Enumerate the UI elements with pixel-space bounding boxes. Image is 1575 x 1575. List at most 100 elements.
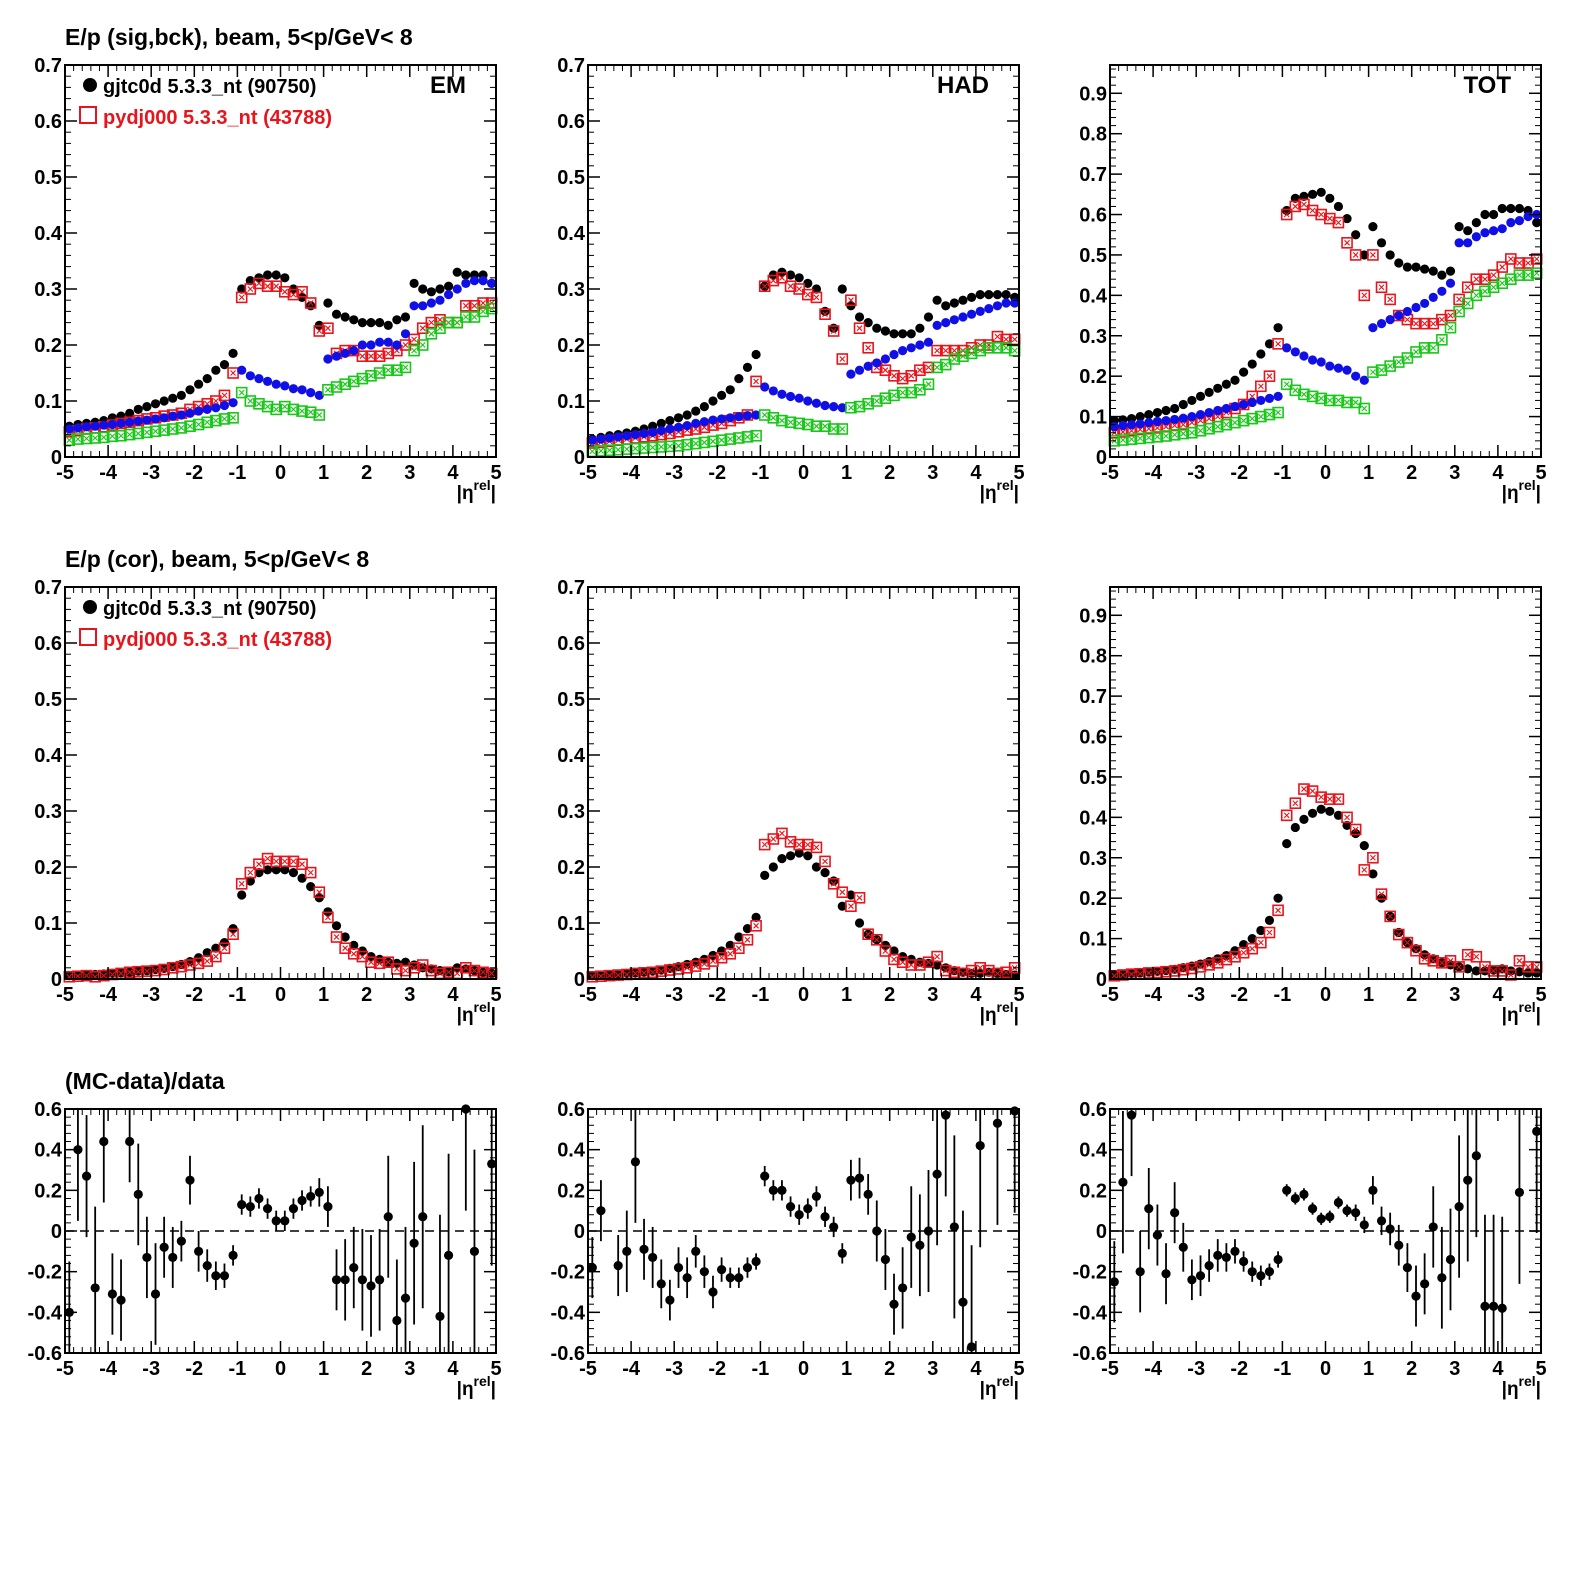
green-point [1315, 392, 1327, 405]
x-tick-label: 4 [1492, 462, 1504, 484]
mc-point [1453, 293, 1465, 306]
green-point [287, 403, 300, 416]
mc-point-cross [100, 972, 107, 979]
x-tick-label: -3 [1187, 984, 1205, 1006]
mc-point-cross [942, 967, 949, 974]
ratio-point [99, 1136, 109, 1147]
x-tick-label: -5 [579, 1358, 597, 1380]
y-tick-label: 0.1 [1079, 407, 1107, 429]
mc-point-cross [144, 429, 150, 436]
blue-point [237, 365, 247, 375]
blue-point [1463, 238, 1473, 248]
data-point [1488, 209, 1499, 220]
series-errorbar [64, 1104, 497, 1353]
y-tick-label: 0.1 [557, 391, 585, 413]
mc-point-cross [994, 344, 1001, 351]
panel-tot-ratio: -5 -4 -3 -2 -1 0 1 2 3 4 5|ηrel| -0.6 -0.4 -0.2 0 0.2 0.… [1073, 1099, 1547, 1400]
data-point [708, 396, 718, 406]
mc-point-cross [359, 353, 366, 360]
blue-point [1488, 226, 1499, 236]
data-point [717, 390, 727, 400]
green-point [1220, 418, 1233, 431]
mc-point-cross [299, 288, 305, 295]
mc-point [939, 344, 952, 357]
mc-point-cross [1197, 963, 1204, 970]
x-tick-label: 5 [490, 462, 501, 484]
ratio-point [107, 1289, 118, 1299]
x-tick-label: 2 [884, 462, 895, 484]
data-point [820, 868, 830, 878]
x-tick-label: 3 [404, 984, 415, 1006]
x-tick-label: 0 [275, 1358, 286, 1380]
mc-point-cross [1163, 433, 1169, 439]
data-point [751, 349, 761, 360]
blue-point [107, 419, 118, 430]
data-point [665, 963, 675, 973]
mc-point-cross [623, 446, 630, 453]
data-point [1368, 222, 1378, 232]
mc-point [1392, 928, 1405, 941]
green-point [888, 389, 900, 402]
mc-point-cross [1421, 344, 1428, 351]
mc-point-cross [615, 972, 622, 978]
green-point [1298, 388, 1310, 401]
mc-point-cross [1482, 963, 1488, 970]
ratio-point [469, 1246, 480, 1256]
mc-point-cross [1257, 413, 1264, 420]
y-tick-label: 0.9 [1079, 83, 1107, 105]
data-point [1359, 250, 1369, 260]
ratio-point [1161, 1269, 1171, 1279]
green-point [1444, 321, 1457, 334]
mc-point [391, 963, 403, 975]
mc-point-cross [83, 972, 90, 979]
mc-point-cross [761, 412, 768, 418]
y-tick-label: 0.2 [1079, 1180, 1107, 1202]
series-blue [587, 298, 1020, 445]
data-point [923, 312, 934, 322]
ratio-point [1247, 1267, 1257, 1277]
ratio-point [1368, 1185, 1378, 1195]
ratio-point [854, 1173, 865, 1183]
mc-point [132, 965, 145, 978]
mc-point-cross [1344, 399, 1350, 406]
mc-point-cross [471, 967, 478, 974]
mc-point-cross [1507, 972, 1514, 978]
legend-marker-data [83, 78, 97, 92]
legend-marker-mc [79, 628, 97, 646]
mc-point-cross [658, 444, 665, 450]
x-tick-label: 0 [1320, 984, 1331, 1006]
ratio-point [1420, 1279, 1430, 1289]
green-point [210, 414, 222, 427]
mc-point-cross [419, 325, 426, 332]
mc-point-cross [753, 378, 759, 385]
data-point [133, 404, 143, 414]
y-axis: 0 0.1 0.2 0.3 0.4 0.5 0.6 0.7 [34, 55, 496, 469]
mc-point-cross [606, 447, 613, 454]
plot-area [587, 1106, 1020, 1353]
green-point [1479, 285, 1491, 298]
y-tick-label: 0.1 [1079, 929, 1107, 951]
ratio-point [596, 1206, 606, 1216]
green-point [235, 386, 248, 399]
y-tick-label: 0.7 [1079, 164, 1107, 186]
data-point [168, 962, 178, 972]
mc-point [802, 288, 814, 301]
mc-point [304, 297, 317, 309]
blue-point [1454, 238, 1464, 248]
mc-point-cross [667, 443, 673, 450]
mc-point [914, 364, 926, 377]
blue-point [596, 434, 606, 444]
data-point [889, 329, 899, 339]
blue-point [159, 413, 169, 423]
green-point [270, 403, 282, 416]
mc-point-cross [753, 922, 759, 929]
mc-point-cross [1154, 425, 1161, 431]
x-tick-label: -4 [622, 462, 641, 484]
mc-point-cross [684, 964, 691, 971]
mc-point-cross [1464, 300, 1471, 307]
mc-point-cross [623, 971, 630, 978]
mc-point-cross [960, 353, 966, 360]
ratio-point [794, 1210, 804, 1220]
green-point [1392, 356, 1405, 368]
blue-point [932, 320, 942, 330]
